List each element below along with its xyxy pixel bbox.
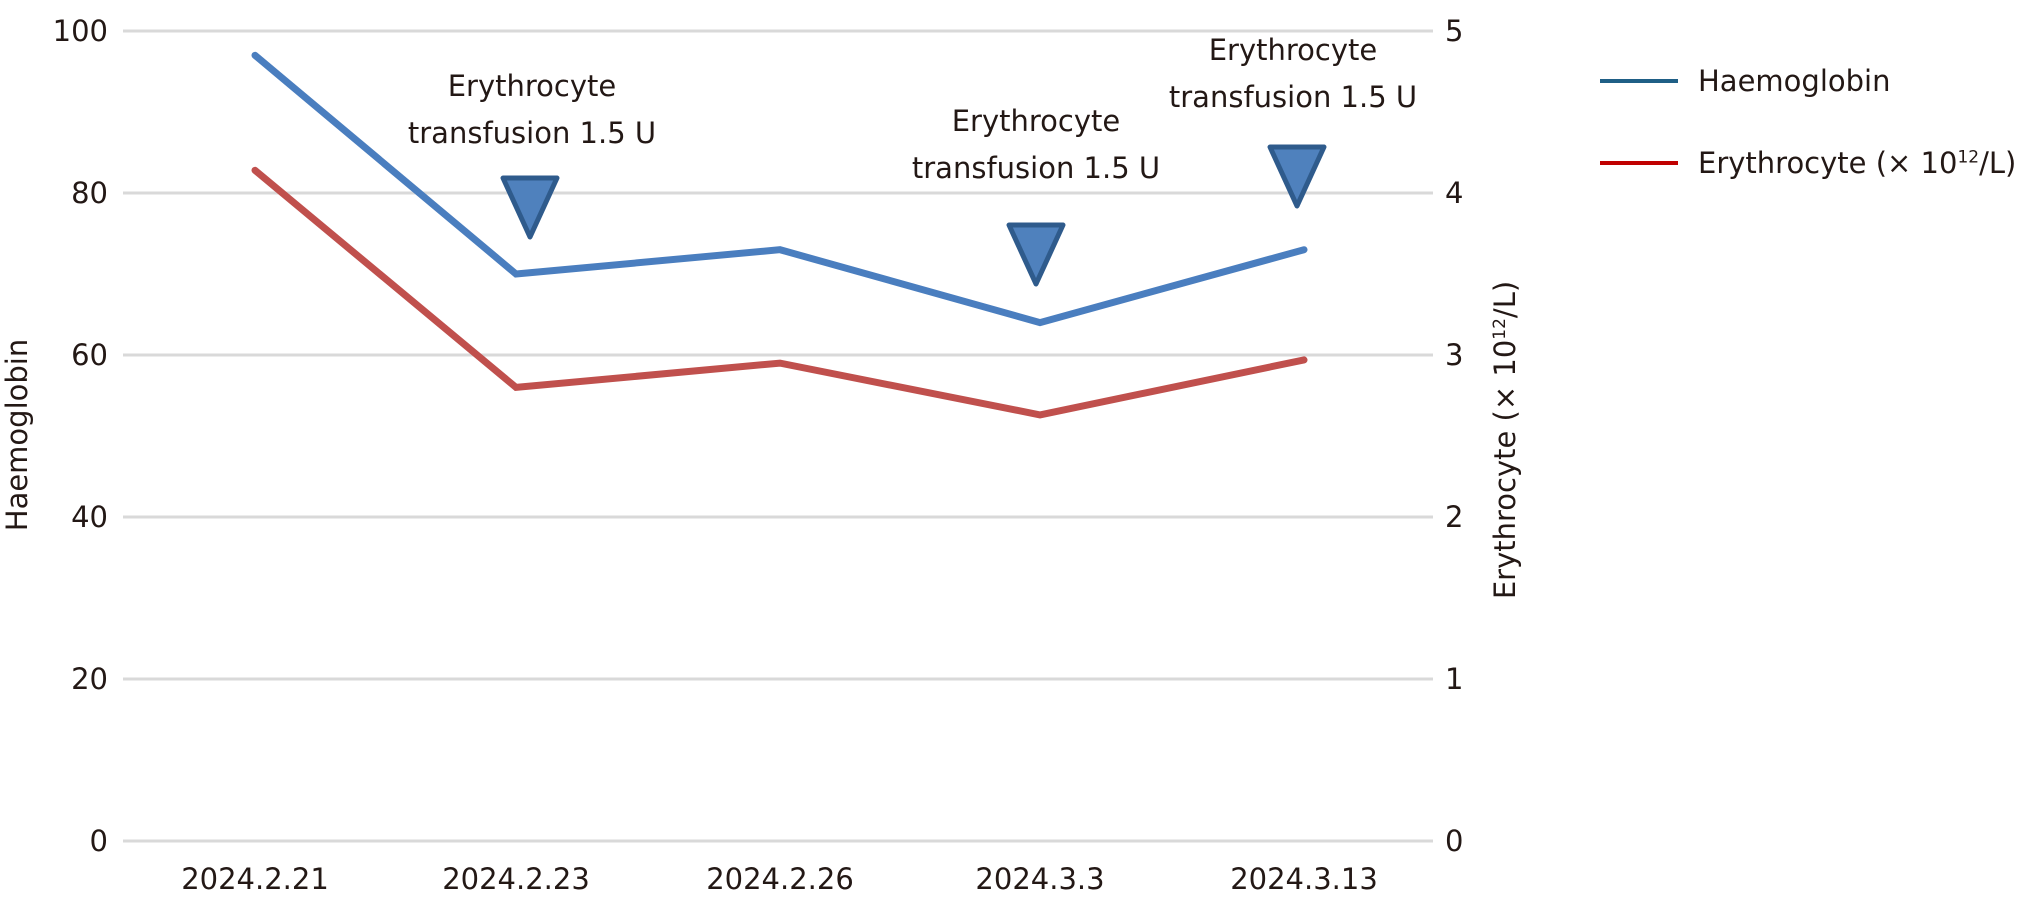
right-tick-label: 1 <box>1445 662 1463 696</box>
legend-label: Erythrocyte (× 1012/L) <box>1698 146 2017 180</box>
right-tick-label: 0 <box>1445 824 1463 858</box>
legend-item-erythrocyte: Erythrocyte (× 1012/L) <box>1600 122 2016 204</box>
down-triangle-icon <box>1006 222 1066 287</box>
annotations: Erythrocyte transfusion 1.5 U Erythrocyte t… <box>408 33 1417 287</box>
left-tick-label: 20 <box>71 662 108 696</box>
gridlines <box>123 29 1433 843</box>
right-axis-title: Erythrocyte (× 1012/L) <box>1488 281 1522 599</box>
left-tick-label: 80 <box>71 176 108 210</box>
left-tick-label: 40 <box>71 500 108 534</box>
left-axis-title: Haemoglobin <box>0 339 34 531</box>
left-tick-label: 100 <box>53 14 108 48</box>
right-axis-ticks: 0 1 2 3 4 5 <box>1445 14 1463 858</box>
annotation-text: Erythrocyte <box>448 69 617 103</box>
annotation-text: Erythrocyte <box>952 104 1121 138</box>
down-triangle-icon <box>500 175 560 240</box>
annotation-text: transfusion 1.5 U <box>1169 80 1417 114</box>
right-tick-label: 4 <box>1445 176 1463 210</box>
left-axis-ticks: 0 20 40 60 80 100 <box>53 14 108 858</box>
legend-label: Haemoglobin <box>1698 64 1891 98</box>
left-tick-label: 60 <box>71 338 108 372</box>
series-line-erythrocyte <box>251 166 1308 419</box>
legend-item-haemoglobin: Haemoglobin <box>1600 40 2016 122</box>
annotation-text: transfusion 1.5 U <box>408 116 656 150</box>
legend-swatch-haemoglobin <box>1600 79 1678 83</box>
x-tick-label: 2024.2.26 <box>706 862 854 896</box>
series-line-haemoglobin <box>251 51 1308 327</box>
x-tick-label: 2024.3.3 <box>975 862 1104 896</box>
down-triangle-icon <box>1267 144 1327 209</box>
x-axis-ticks: 2024.2.21 2024.2.23 2024.2.26 2024.3.3 2024.… <box>181 862 1378 896</box>
x-tick-label: 2024.3.13 <box>1230 862 1378 896</box>
annotation-text: Erythrocyte <box>1209 33 1378 67</box>
legend: Haemoglobin Erythrocyte (× 1012/L) <box>1600 40 2016 204</box>
legend-swatch-erythrocyte <box>1600 161 1678 165</box>
left-tick-label: 0 <box>90 824 108 858</box>
x-tick-label: 2024.2.23 <box>442 862 590 896</box>
annotation-text: transfusion 1.5 U <box>912 151 1160 185</box>
series-lines <box>251 51 1308 419</box>
right-tick-label: 5 <box>1445 14 1463 48</box>
right-tick-label: 3 <box>1445 338 1463 372</box>
right-tick-label: 2 <box>1445 500 1463 534</box>
x-tick-label: 2024.2.21 <box>181 862 329 896</box>
